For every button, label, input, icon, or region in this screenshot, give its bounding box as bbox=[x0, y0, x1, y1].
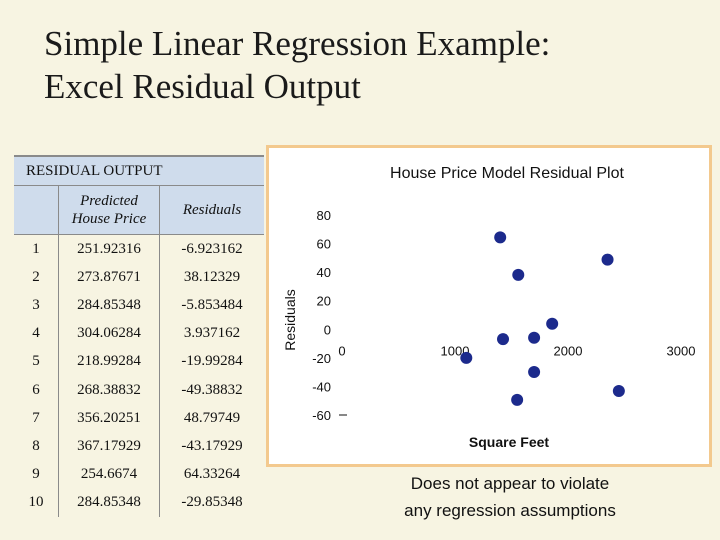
predicted-cell: 356.20251 bbox=[58, 404, 160, 433]
table-row: 3 284.85348 -5.853484 bbox=[14, 291, 264, 320]
observation-cell: 7 bbox=[14, 404, 59, 433]
residual-cell: -19.99284 bbox=[181, 353, 243, 370]
data-point bbox=[511, 393, 524, 406]
residual-plot: House Price Model Residual Plot Residual… bbox=[266, 145, 712, 467]
table-row: 1 251.92316 -6.923162 bbox=[14, 234, 264, 264]
residual-cell: -29.85348 bbox=[181, 494, 243, 511]
residual-cell: 3.937162 bbox=[183, 325, 241, 342]
predicted-cell: 284.85348 bbox=[58, 291, 160, 320]
x-tick-label: 2000 bbox=[554, 343, 583, 358]
data-point bbox=[512, 268, 525, 281]
table-row: 5 218.99284 -19.99284 bbox=[14, 347, 264, 376]
residual-cell: 64.33264 bbox=[183, 466, 241, 483]
residual-cell: 48.79749 bbox=[183, 409, 241, 426]
y-tick-label: -60 bbox=[312, 408, 331, 423]
residual-plot-svg: House Price Model Residual Plot Residual… bbox=[282, 165, 695, 450]
table-row: 8 367.17929 -43.17929 bbox=[14, 432, 264, 461]
predicted-cell: 273.87671 bbox=[58, 263, 160, 292]
x-tick-label: 3000 bbox=[667, 343, 696, 358]
table-row: 4 304.06284 3.937162 bbox=[14, 319, 264, 348]
table-header-row: Predicted House Price Residuals bbox=[14, 185, 264, 235]
slide-title: Simple Linear Regression Example: Excel … bbox=[44, 22, 684, 108]
residual-cell: -43.17929 bbox=[181, 437, 243, 454]
predicted-cell: 254.6674 bbox=[58, 460, 160, 489]
y-axis-label: Residuals bbox=[282, 289, 298, 350]
data-point bbox=[612, 385, 625, 397]
predicted-cell: 304.06284 bbox=[58, 319, 160, 348]
observation-cell: 5 bbox=[14, 347, 59, 376]
residual-cell: -49.38832 bbox=[181, 381, 243, 398]
slide-title-line2: Excel Residual Output bbox=[44, 67, 361, 106]
data-point bbox=[494, 231, 507, 244]
observation-cell: 1 bbox=[14, 234, 59, 264]
table-row: 10 284.85348 -29.85348 bbox=[14, 488, 264, 517]
observation-cell: 9 bbox=[14, 460, 59, 489]
y-tick-label: -20 bbox=[312, 351, 331, 366]
data-point bbox=[497, 333, 510, 346]
observation-cell: 4 bbox=[14, 319, 59, 348]
residual-cell: -5.853484 bbox=[181, 296, 243, 313]
caption-line2: any regression assumptions bbox=[404, 501, 616, 520]
table-title-row: RESIDUAL OUTPUT bbox=[14, 155, 264, 186]
observation-cell: 8 bbox=[14, 432, 59, 461]
chart-title: House Price Model Residual Plot bbox=[390, 165, 624, 182]
data-point bbox=[460, 351, 473, 364]
y-tick-label: 0 bbox=[324, 322, 331, 337]
predicted-header-line1: Predicted bbox=[80, 193, 138, 209]
y-tick-label: 40 bbox=[317, 265, 331, 280]
y-axis: 80 60 40 20 0 -20 -40 -60 bbox=[312, 208, 347, 423]
observation-header bbox=[14, 185, 59, 235]
caption: Does not appear to violate any regressio… bbox=[372, 470, 648, 524]
residual-cell: 38.12329 bbox=[183, 268, 241, 285]
data-points bbox=[460, 231, 625, 406]
table-title: RESIDUAL OUTPUT bbox=[14, 155, 264, 186]
x-axis: 0 1000 2000 3000 bbox=[338, 343, 695, 358]
predicted-cell: 367.17929 bbox=[58, 432, 160, 461]
residuals-header: Residuals bbox=[159, 185, 264, 235]
observation-cell: 3 bbox=[14, 291, 59, 320]
table-row: 6 268.38832 -49.38832 bbox=[14, 375, 264, 405]
data-point bbox=[601, 253, 614, 266]
y-tick-label: -40 bbox=[312, 379, 331, 394]
predicted-cell: 251.92316 bbox=[58, 234, 160, 264]
table-row: 2 273.87671 38.12329 bbox=[14, 263, 264, 292]
predicted-cell: 284.85348 bbox=[58, 488, 160, 517]
data-point bbox=[528, 331, 541, 344]
predicted-cell: 268.38832 bbox=[58, 375, 160, 405]
data-point bbox=[546, 317, 559, 330]
observation-cell: 2 bbox=[14, 263, 59, 292]
observation-cell: 10 bbox=[14, 488, 59, 517]
slide-title-line1: Simple Linear Regression Example: bbox=[44, 24, 551, 63]
residual-cell: -6.923162 bbox=[181, 240, 243, 257]
observation-cell: 6 bbox=[14, 375, 59, 405]
table-row: 7 356.20251 48.79749 bbox=[14, 404, 264, 433]
y-tick-label: 80 bbox=[317, 208, 331, 223]
predicted-header-line2: House Price bbox=[71, 211, 147, 227]
predicted-cell: 218.99284 bbox=[58, 347, 160, 376]
residual-output-table: RESIDUAL OUTPUT Predicted House Price Re… bbox=[14, 155, 264, 517]
y-tick-label: 60 bbox=[317, 237, 331, 252]
caption-line1: Does not appear to violate bbox=[410, 474, 610, 493]
x-axis-label: Square Feet bbox=[469, 434, 549, 450]
x-tick-label: 0 bbox=[338, 343, 345, 358]
predicted-header: Predicted House Price bbox=[58, 185, 160, 235]
y-tick-label: 20 bbox=[317, 294, 331, 309]
table-row: 9 254.6674 64.33264 bbox=[14, 460, 264, 489]
data-point bbox=[528, 366, 541, 378]
